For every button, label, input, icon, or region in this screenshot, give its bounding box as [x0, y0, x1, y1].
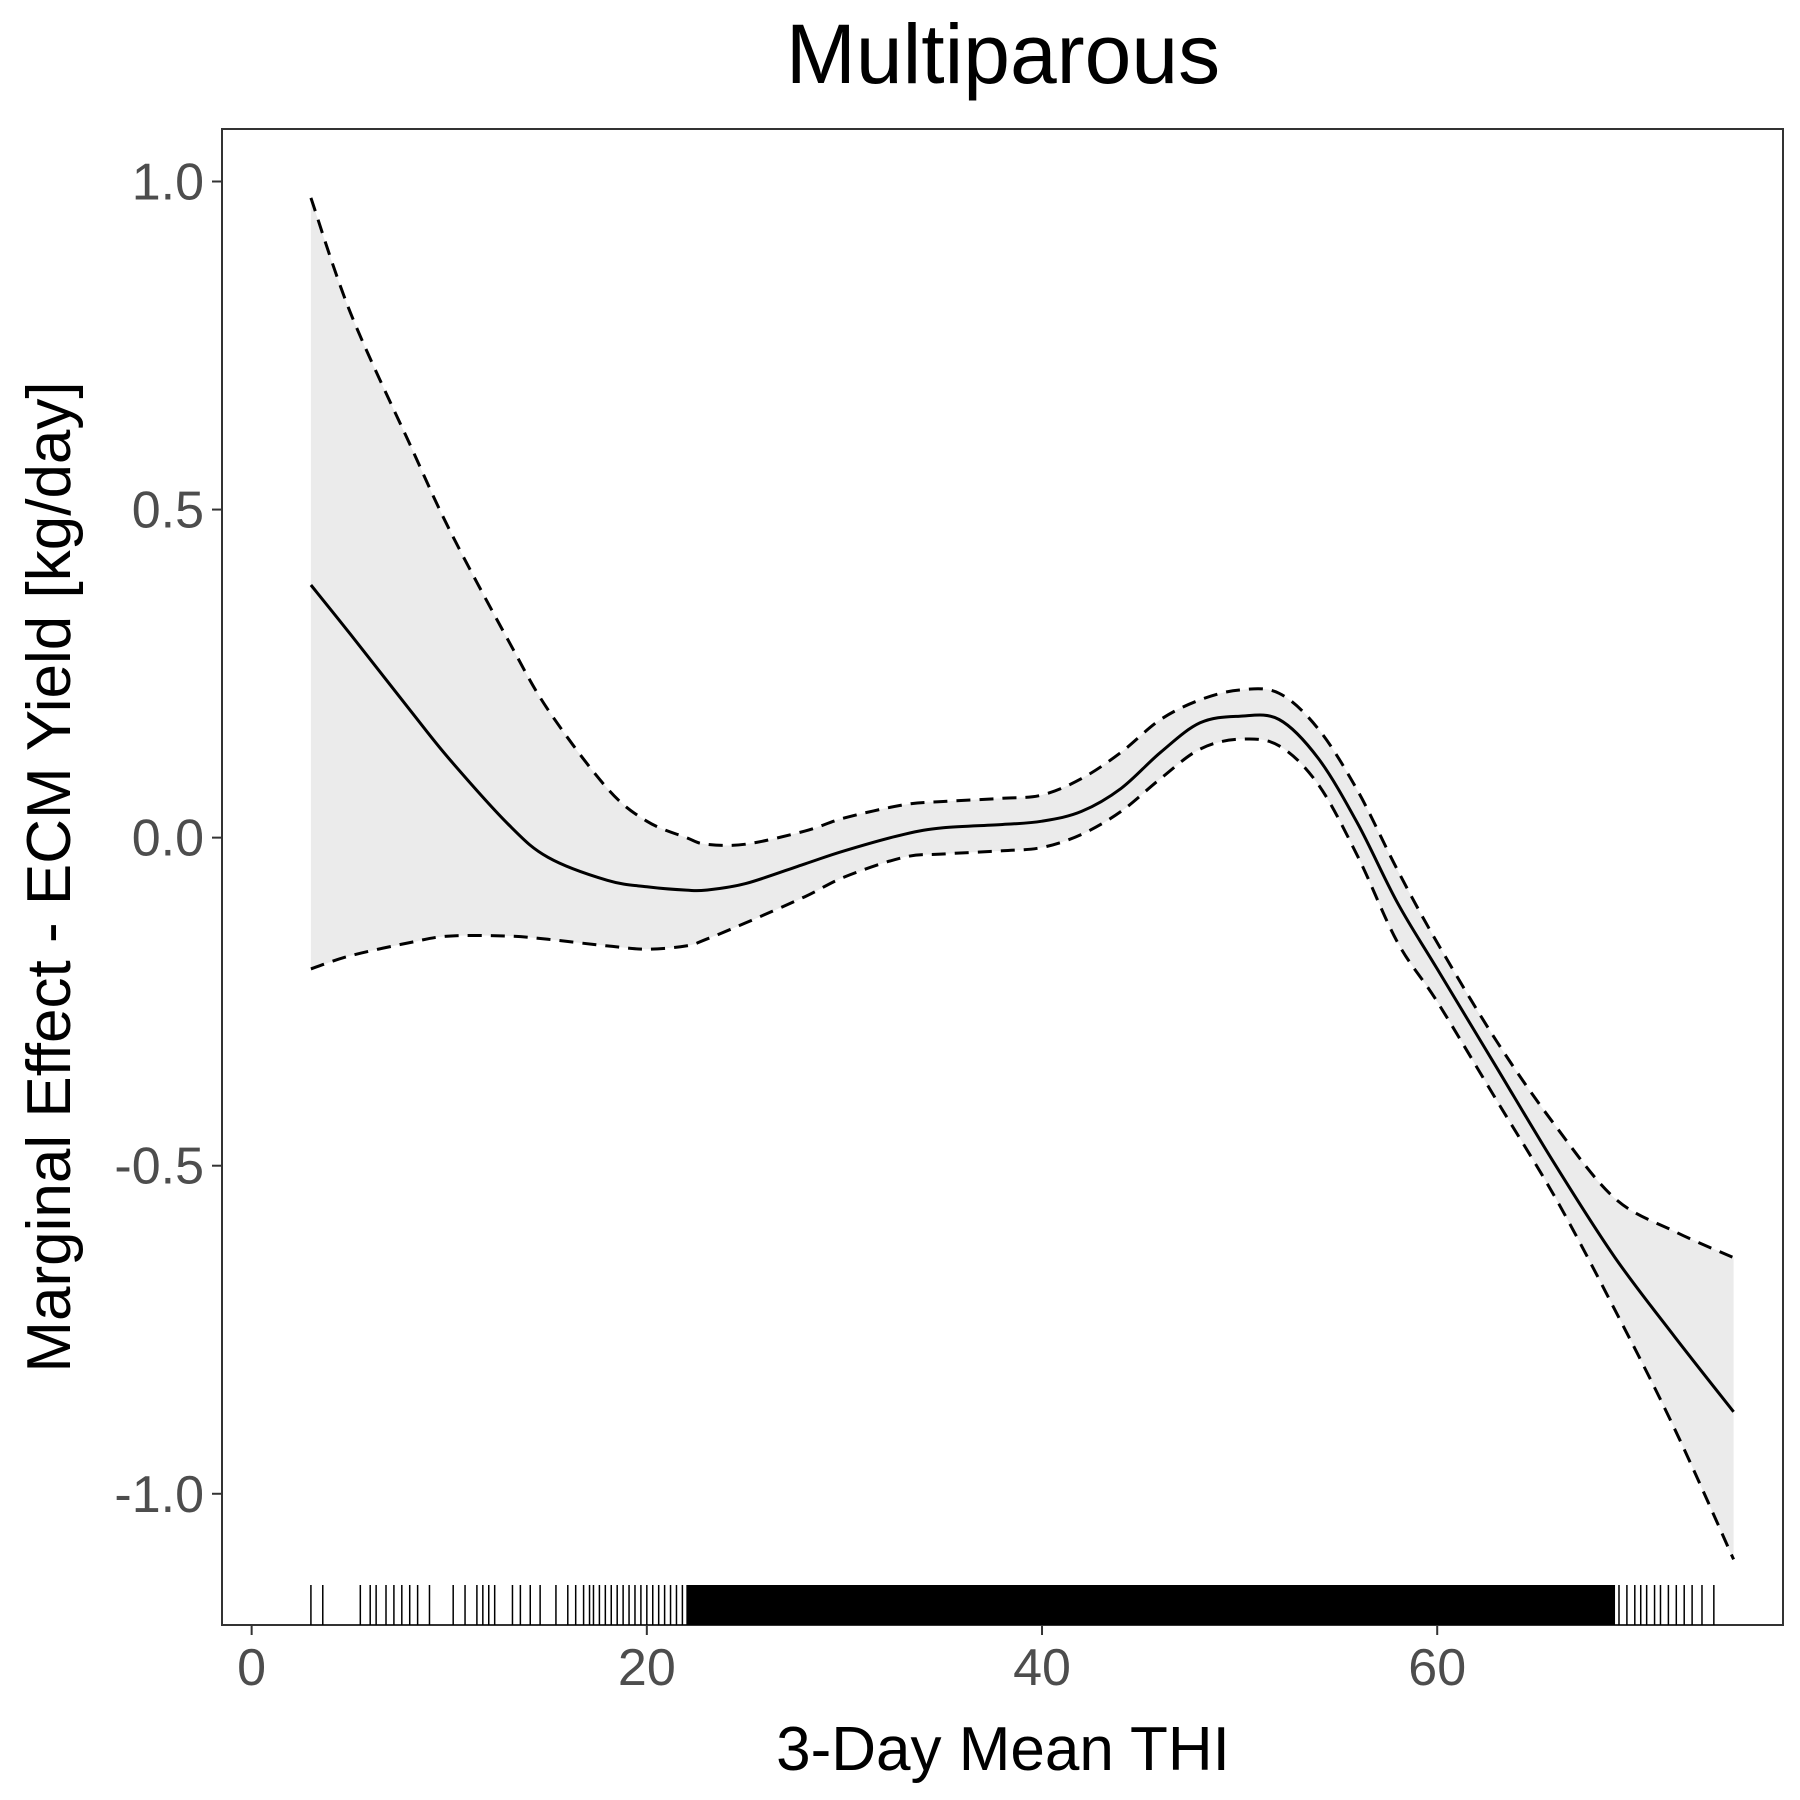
y-tick-label: 0.0: [132, 810, 204, 868]
band-area: [310, 197, 1734, 1560]
x-axis: 0 20 40 60: [237, 1625, 1466, 1697]
upper-bound-line: [309, 197, 1735, 1259]
chart-title: Multiparous: [786, 7, 1220, 101]
x-tick-label: 0: [237, 1639, 266, 1697]
estimate-line: [309, 584, 1735, 1413]
lower-bound-line: [310, 737, 1735, 1561]
rug-dense-block: [686, 1585, 1616, 1625]
y-tick-label: 1.0: [132, 153, 204, 211]
series-lines: [309, 197, 1735, 1561]
y-tick-label: 0.5: [132, 482, 204, 540]
y-axis-title: Marginal Effect - ECM Yield [kg/day]: [15, 381, 84, 1372]
rug-marks: [310, 1585, 1715, 1625]
x-axis-title: 3-Day Mean THI: [776, 1715, 1230, 1784]
x-tick-label: 60: [1408, 1639, 1466, 1697]
y-tick-label: -1.0: [114, 1466, 204, 1524]
y-axis: 1.0 0.5 0.0 -0.5 -1.0: [114, 153, 222, 1524]
y-tick-label: -0.5: [114, 1138, 204, 1196]
x-tick-label: 40: [1013, 1639, 1071, 1697]
confidence-band: [310, 197, 1734, 1560]
x-tick-label: 20: [618, 1639, 676, 1697]
